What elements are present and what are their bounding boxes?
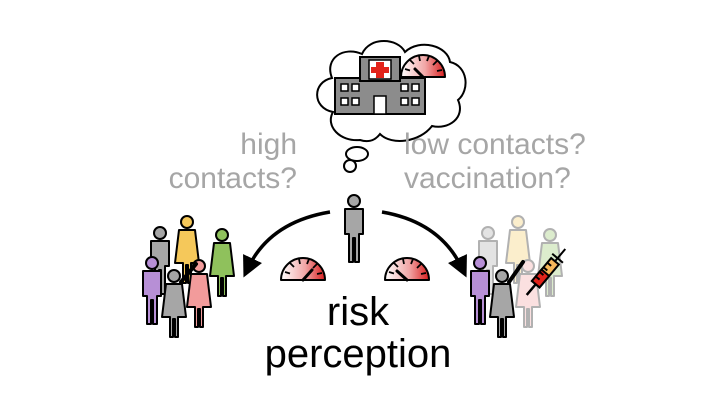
label-high-contacts: high contacts? bbox=[169, 128, 297, 196]
label-risk-line1: risk bbox=[326, 290, 390, 334]
label-low-line1: low contacts? bbox=[404, 128, 586, 161]
label-high-line2: contacts? bbox=[168, 162, 297, 195]
label-low-contacts-vaccination: low contacts? vaccination? bbox=[404, 128, 586, 196]
arrow-left bbox=[243, 210, 331, 278]
label-risk-line2: perception bbox=[264, 332, 452, 376]
crowd-icon bbox=[470, 215, 563, 338]
gauge-icon bbox=[384, 257, 430, 282]
label-high-line1: high bbox=[240, 128, 297, 161]
gauge-icon bbox=[400, 54, 446, 79]
label-risk-perception: risk perception bbox=[263, 291, 453, 375]
gauge-icon bbox=[280, 257, 326, 282]
arrow-right bbox=[381, 210, 467, 278]
label-low-line2: vaccination? bbox=[404, 162, 571, 195]
hospital-icon bbox=[334, 56, 426, 115]
syringe-icon bbox=[525, 248, 567, 296]
person-icon bbox=[344, 194, 364, 263]
crowd-icon bbox=[142, 215, 235, 338]
